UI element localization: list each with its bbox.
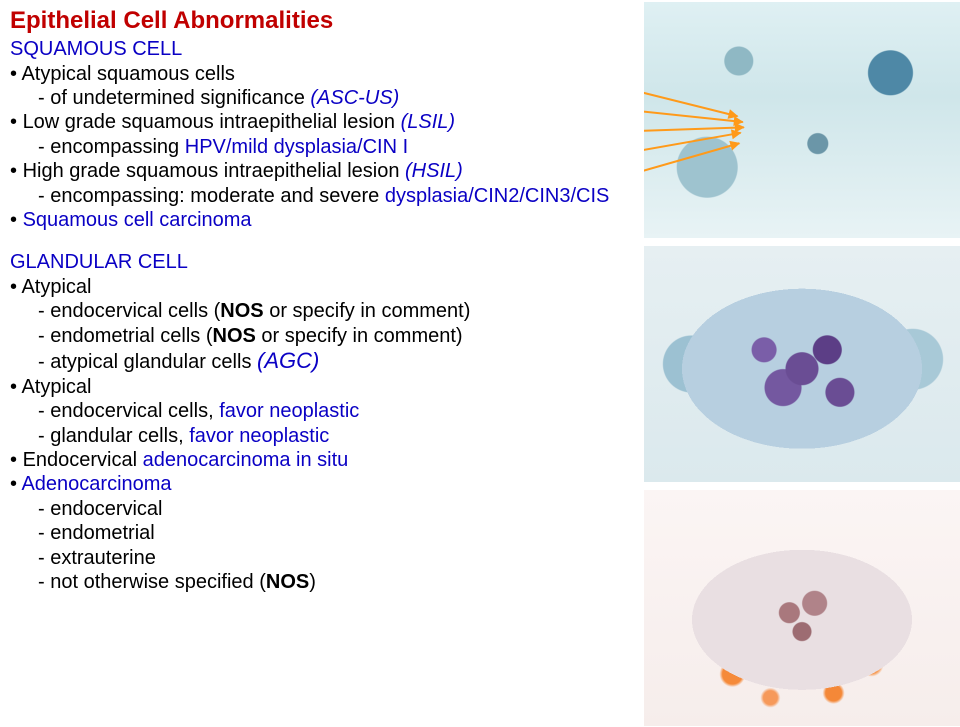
favor2: favor neoplastic: [189, 425, 329, 447]
hsil-sub: - encompassing: moderate and severe dysp…: [38, 184, 640, 208]
cytology-image-1: [644, 2, 960, 238]
arrow-icon: [644, 142, 740, 206]
agc-paren: (AGC): [257, 348, 319, 373]
adeno-s3: - extrauterine: [38, 546, 640, 570]
bullet-adeno: • Adenocarcinoma: [10, 472, 640, 496]
txt: Endocervical: [23, 449, 143, 471]
txt: - atypical glandular cells: [38, 351, 257, 373]
eca-hl: adenocarcinoma in situ: [143, 449, 349, 471]
g-agc: - atypical glandular cells (AGC): [38, 348, 640, 375]
bullet-hsil: • High grade squamous intraepithelial le…: [10, 159, 640, 183]
txt: or specify in comment): [256, 325, 463, 347]
bullet-scc: • Squamous cell carcinoma: [10, 208, 640, 232]
nos2: NOS: [213, 325, 256, 347]
scc-hl: Squamous cell carcinoma: [23, 209, 252, 231]
hsil-hl: dysplasia/CIN2/CIN3/CIS: [385, 185, 610, 207]
txt: Low grade squamous intraepithelial lesio…: [23, 111, 401, 133]
arrow-icon: [644, 62, 738, 117]
squamous-head: SQUAMOUS CELL: [10, 37, 640, 61]
adeno-hl: Adenocarcinoma: [21, 473, 171, 495]
image-column: [644, 0, 960, 726]
page-title: Epithelial Cell Abnormalities: [10, 6, 640, 35]
txt: - not otherwise specified (: [38, 571, 266, 593]
txt: - endocervical cells,: [38, 400, 219, 422]
txt: - glandular cells,: [38, 425, 189, 447]
bullet-atypical-sq: • Atypical squamous cells: [10, 62, 640, 86]
glandular-head: GLANDULAR CELL: [10, 250, 640, 274]
nos3: NOS: [266, 571, 309, 593]
txt: High grade squamous intraepithelial lesi…: [23, 160, 405, 182]
g-endo-cx: - endocervical cells (NOS or specify in …: [38, 299, 640, 323]
adeno-s1: - endocervical: [38, 497, 640, 521]
bullet-eca: • Endocervical adenocarcinoma in situ: [10, 448, 640, 472]
lsil-paren: (LSIL): [401, 111, 455, 133]
g-endo-cx-favor: - endocervical cells, favor neoplastic: [38, 399, 640, 423]
text-column: Epithelial Cell Abnormalities SQUAMOUS C…: [0, 0, 640, 594]
txt: - encompassing: [38, 136, 185, 158]
asc-us: - of undetermined significance (ASC-US): [38, 86, 640, 110]
adeno-s4: - not otherwise specified (NOS): [38, 570, 640, 594]
arrow-icon: [644, 98, 743, 123]
cytology-image-2: [644, 246, 960, 482]
txt: ): [309, 571, 316, 593]
bullet-atyp1: • Atypical: [10, 275, 640, 299]
bullet-atyp2: • Atypical: [10, 375, 640, 399]
g-endo-mt: - endometrial cells (NOS or specify in c…: [38, 324, 640, 348]
txt: Atypical: [21, 276, 91, 298]
txt: - of undetermined significance: [38, 87, 310, 109]
txt: - endocervical cells (: [38, 300, 220, 322]
cytology-image-3: [644, 490, 960, 726]
txt: or specify in comment): [264, 300, 471, 322]
txt: Atypical squamous cells: [21, 63, 234, 85]
hsil-paren: (HSIL): [405, 160, 463, 182]
txt: - encompassing: moderate and severe: [38, 185, 385, 207]
favor1: favor neoplastic: [219, 400, 359, 422]
nos1: NOS: [220, 300, 263, 322]
lsil-sub: - encompassing HPV/mild dysplasia/CIN I: [38, 135, 640, 159]
bullet-lsil: • Low grade squamous intraepithelial les…: [10, 110, 640, 134]
spacer: [10, 232, 640, 250]
txt: - endometrial cells (: [38, 325, 213, 347]
asc-us-paren: (ASC-US): [310, 87, 399, 109]
adeno-s2: - endometrial: [38, 521, 640, 545]
lsil-hl: HPV/mild dysplasia/CIN I: [185, 136, 408, 158]
txt: Atypical: [21, 376, 91, 398]
g-gland-favor: - glandular cells, favor neoplastic: [38, 424, 640, 448]
